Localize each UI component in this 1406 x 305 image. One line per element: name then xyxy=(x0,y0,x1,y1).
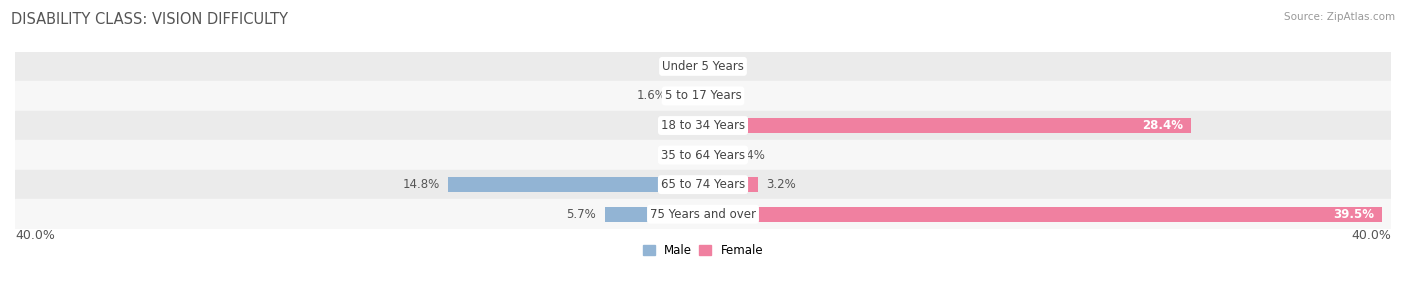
Bar xyxy=(15,81,1391,111)
Text: 39.5%: 39.5% xyxy=(1333,208,1374,221)
Text: 5 to 17 Years: 5 to 17 Years xyxy=(665,89,741,102)
Bar xyxy=(15,170,1391,199)
Text: DISABILITY CLASS: VISION DIFFICULTY: DISABILITY CLASS: VISION DIFFICULTY xyxy=(11,12,288,27)
Bar xyxy=(15,52,1391,81)
Bar xyxy=(703,206,1382,222)
Text: 40.0%: 40.0% xyxy=(1351,229,1391,242)
Bar xyxy=(15,111,1391,140)
Text: 5.7%: 5.7% xyxy=(567,208,596,221)
Text: 0.0%: 0.0% xyxy=(711,89,741,102)
Text: 1.6%: 1.6% xyxy=(637,89,666,102)
Text: 0.0%: 0.0% xyxy=(711,60,741,73)
Bar xyxy=(703,147,727,163)
Bar xyxy=(449,177,703,192)
Text: 1.4%: 1.4% xyxy=(735,149,765,162)
Text: 0.0%: 0.0% xyxy=(665,119,695,132)
Text: 28.4%: 28.4% xyxy=(1142,119,1182,132)
Text: 35 to 64 Years: 35 to 64 Years xyxy=(661,149,745,162)
Bar xyxy=(15,199,1391,229)
Text: 40.0%: 40.0% xyxy=(15,229,55,242)
Text: Source: ZipAtlas.com: Source: ZipAtlas.com xyxy=(1284,12,1395,22)
Bar xyxy=(675,88,703,104)
Bar xyxy=(703,177,758,192)
Text: 75 Years and over: 75 Years and over xyxy=(650,208,756,221)
Bar xyxy=(703,118,1191,133)
Bar xyxy=(605,206,703,222)
Text: 0.0%: 0.0% xyxy=(665,60,695,73)
Text: 0.0%: 0.0% xyxy=(665,149,695,162)
Bar xyxy=(15,140,1391,170)
Legend: Male, Female: Male, Female xyxy=(638,240,768,262)
Text: 3.2%: 3.2% xyxy=(766,178,796,191)
Text: 14.8%: 14.8% xyxy=(402,178,440,191)
Text: Under 5 Years: Under 5 Years xyxy=(662,60,744,73)
Text: 18 to 34 Years: 18 to 34 Years xyxy=(661,119,745,132)
Text: 65 to 74 Years: 65 to 74 Years xyxy=(661,178,745,191)
